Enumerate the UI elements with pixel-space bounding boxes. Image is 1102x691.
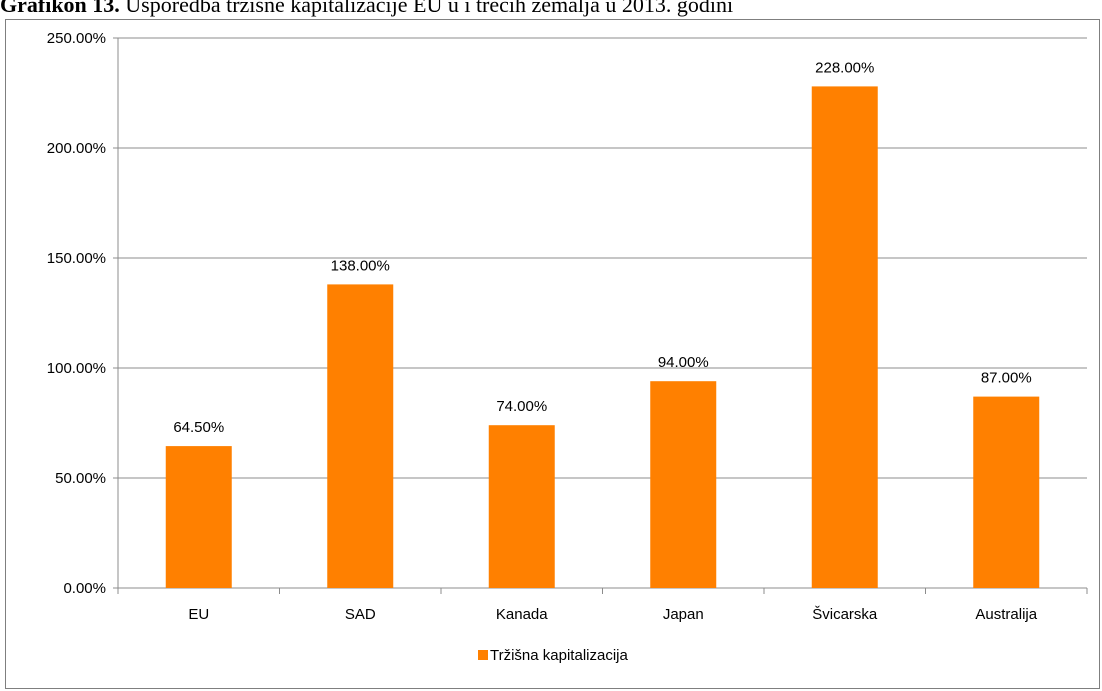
bar <box>165 446 232 588</box>
y-tick-label: 250.00% <box>47 30 106 47</box>
y-tick-label: 0.00% <box>63 580 106 597</box>
bar-data-label: 228.00% <box>815 59 874 76</box>
bar <box>650 381 717 588</box>
bar-data-label: 87.00% <box>981 370 1032 387</box>
legend-swatch <box>478 650 488 660</box>
bar-data-label: 138.00% <box>331 257 390 274</box>
x-tick-label: EU <box>188 606 209 623</box>
x-tick-label: Australija <box>975 606 1037 623</box>
legend-label: Tržišna kapitalizacija <box>490 647 628 664</box>
y-tick-label: 100.00% <box>47 360 106 377</box>
x-tick-label: SAD <box>345 606 376 623</box>
bar <box>488 425 555 588</box>
bar-data-label: 64.50% <box>173 419 224 436</box>
figure-caption-number: Grafikon 13. <box>0 0 120 17</box>
x-tick-label: Japan <box>663 606 704 623</box>
x-tick-label: Kanada <box>496 606 548 623</box>
figure-caption: Grafikon 13. Usporedba tržišne kapitaliz… <box>0 0 1102 24</box>
y-tick-label: 200.00% <box>47 140 106 157</box>
bar <box>327 284 394 588</box>
x-tick-label: Švicarska <box>812 606 878 623</box>
figure-caption-text: Usporedba tržišne kapitalizacije EU u i … <box>119 0 734 17</box>
bar-data-label: 94.00% <box>658 354 709 371</box>
bar <box>973 396 1040 588</box>
y-tick-label: 150.00% <box>47 250 106 267</box>
bar-data-label: 74.00% <box>496 398 547 415</box>
y-tick-label: 50.00% <box>55 470 106 487</box>
bar <box>811 86 878 589</box>
